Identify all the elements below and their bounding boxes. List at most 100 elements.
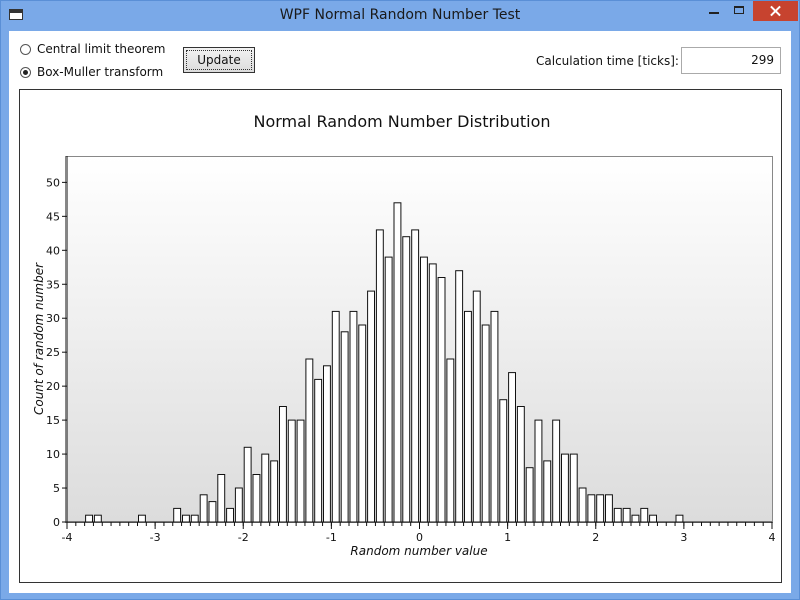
- histogram-bar: [384, 256, 393, 523]
- histogram-bar: [649, 514, 657, 523]
- y-tick-label: 20: [46, 380, 60, 393]
- radio-box-muller-transform[interactable]: Box-Muller transform: [20, 65, 163, 79]
- x-tick-label: -3: [150, 531, 161, 544]
- histogram-bar: [375, 229, 384, 523]
- y-tick-label: 15: [46, 414, 60, 427]
- minimize-button[interactable]: [701, 1, 727, 21]
- histogram-bar: [349, 310, 358, 523]
- histogram-bar: [525, 467, 534, 523]
- client-area: Central limit theorem Box-Muller transfo…: [9, 31, 791, 593]
- histogram-bar: [561, 453, 569, 523]
- maximize-button[interactable]: [727, 1, 753, 21]
- x-tick-label: 4: [769, 531, 776, 544]
- histogram-chart: Normal Random Number Distribution -4 -3 -2…: [32, 112, 776, 558]
- histogram-bar: [622, 507, 631, 523]
- y-tick-label: 0: [53, 516, 60, 529]
- window-icon[interactable]: [9, 9, 23, 20]
- histogram-bar: [270, 460, 279, 523]
- histogram-bar: [331, 310, 340, 523]
- histogram-bar: [217, 474, 226, 523]
- y-tick-label: 40: [46, 244, 60, 257]
- histogram-bar: [420, 256, 428, 523]
- radio-label: Central limit theorem: [37, 42, 166, 56]
- histogram-bar: [596, 494, 605, 523]
- histogram-bar: [173, 507, 182, 523]
- histogram-bar: [279, 406, 287, 523]
- histogram-bar: [552, 419, 561, 523]
- histogram-bar: [640, 507, 649, 523]
- x-tick-label: 3: [680, 531, 687, 544]
- histogram-bar: [393, 202, 402, 523]
- histogram-bar: [182, 514, 190, 523]
- y-tick-label: 10: [46, 448, 60, 461]
- chart-title: Normal Random Number Distribution: [253, 112, 550, 131]
- update-button[interactable]: Update: [183, 47, 255, 73]
- histogram-bar: [464, 310, 472, 523]
- histogram-bar: [534, 419, 543, 523]
- histogram-bar: [314, 378, 323, 523]
- histogram-bar: [428, 263, 437, 523]
- calc-time-label: Calculation time [ticks]:: [536, 54, 679, 68]
- histogram-bar: [85, 514, 93, 523]
- y-tick-label: 45: [46, 210, 60, 223]
- histogram-bar: [481, 324, 490, 523]
- y-tick-label: 35: [46, 278, 60, 291]
- histogram-bar: [93, 514, 102, 523]
- histogram-bar: [613, 507, 622, 523]
- histogram-bar: [516, 406, 525, 523]
- histogram-bar: [508, 372, 517, 523]
- histogram-bar: [578, 487, 587, 523]
- histogram-bar: [226, 507, 235, 523]
- x-axis-label: Random number value: [350, 544, 487, 558]
- histogram-bar: [190, 514, 199, 523]
- x-tick-label: 2: [592, 531, 599, 544]
- window-title: WPF Normal Random Number Test: [279, 7, 521, 23]
- histogram-bar: [499, 399, 508, 523]
- histogram-bar: [243, 446, 252, 523]
- histogram-bar: [455, 270, 464, 523]
- y-tick-label: 25: [46, 346, 60, 359]
- histogram-bar: [675, 514, 684, 523]
- x-tick-label: 0: [416, 531, 423, 544]
- histogram-bar: [305, 358, 314, 523]
- histogram-bar: [199, 494, 208, 523]
- x-tick-label: -1: [326, 531, 337, 544]
- histogram-bar: [252, 474, 261, 523]
- close-button[interactable]: [753, 1, 798, 21]
- histogram-bar: [569, 453, 578, 523]
- title-bar[interactable]: WPF Normal Random Number Test: [1, 1, 799, 31]
- histogram-bar: [296, 419, 305, 523]
- chart-container: Normal Random Number Distribution -4 -3 -2…: [19, 89, 782, 583]
- histogram-bar: [490, 310, 499, 523]
- update-button-label: Update: [186, 50, 252, 70]
- histogram-bar: [587, 494, 596, 523]
- y-tick-label: 5: [53, 482, 60, 495]
- histogram-bar: [411, 229, 420, 523]
- histogram-bar: [446, 358, 455, 523]
- histogram-bar: [402, 236, 411, 523]
- histogram-bar: [358, 324, 367, 523]
- histogram-bar: [261, 453, 270, 523]
- histogram-bar: [437, 277, 446, 523]
- x-tick-label: -4: [62, 531, 73, 544]
- radio-label: Box-Muller transform: [37, 65, 164, 79]
- histogram-bar: [631, 514, 640, 523]
- y-axis-label: Count of random number: [32, 262, 46, 415]
- histogram-bar: [367, 290, 376, 523]
- radio-central-limit-theorem[interactable]: Central limit theorem: [20, 42, 166, 56]
- radio-circle-icon[interactable]: [20, 43, 31, 55]
- histogram-bar: [138, 514, 146, 523]
- histogram-bar: [472, 290, 481, 523]
- histogram-bar: [287, 419, 296, 523]
- histogram-bar: [543, 460, 552, 523]
- radio-circle-selected-icon[interactable]: [20, 66, 31, 78]
- y-tick-label: 50: [46, 176, 60, 189]
- x-tick-label: -2: [238, 531, 249, 544]
- histogram-bar: [323, 365, 331, 523]
- histogram-bar: [340, 331, 349, 523]
- histogram-bar: [605, 494, 613, 523]
- x-tick-label: 1: [504, 531, 511, 544]
- calc-time-field[interactable]: 299: [681, 47, 781, 74]
